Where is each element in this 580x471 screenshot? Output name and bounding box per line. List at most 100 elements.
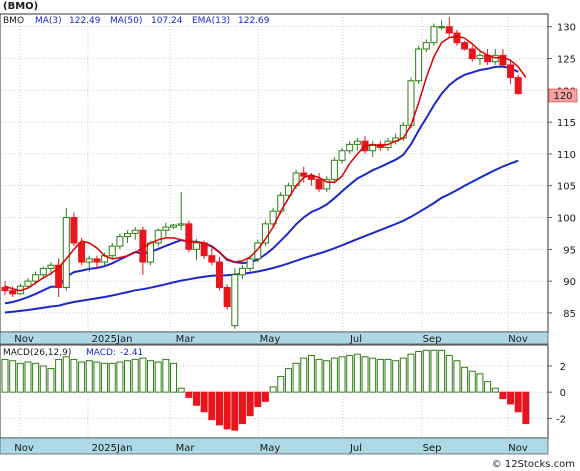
candle-body xyxy=(323,178,331,190)
macd-bar xyxy=(254,391,262,408)
candle-body xyxy=(453,32,461,44)
x-axis-label: Mar xyxy=(176,443,196,454)
candle-body xyxy=(499,54,507,66)
candle-body xyxy=(254,242,262,260)
macd-x-axis: Nov 2025Jan Mar May Jul Sep Nov xyxy=(14,443,528,454)
candle-body xyxy=(468,48,476,60)
candle-body xyxy=(307,175,315,180)
macd-bar xyxy=(292,362,300,393)
x-axis-label: Jul xyxy=(349,443,362,454)
macd-bar xyxy=(399,357,407,393)
macd-bar xyxy=(238,391,246,425)
macd-bar xyxy=(453,360,461,393)
macd-bar xyxy=(499,391,507,400)
candle-body xyxy=(415,48,423,82)
candle-body xyxy=(514,77,522,94)
chart-title: (BMO) xyxy=(3,1,38,12)
candle-body xyxy=(353,140,361,145)
x-axis-label: Nov xyxy=(14,334,34,345)
candle-body xyxy=(24,280,32,287)
x-axis-label: Sep xyxy=(423,334,442,345)
candle-body xyxy=(269,210,277,225)
macd-bar xyxy=(476,373,484,393)
price-y-tick-label: 100 xyxy=(557,214,576,225)
macd-bar xyxy=(147,360,155,393)
macd-bar xyxy=(177,387,185,393)
macd-bar xyxy=(392,360,400,393)
price-y-tick-label: 125 xyxy=(557,55,576,66)
macd-bar xyxy=(507,391,515,405)
macd-bar xyxy=(93,361,101,393)
legend-ma3-label: MA(3) xyxy=(35,16,62,26)
macd-bar xyxy=(231,391,239,431)
candle-body xyxy=(93,258,101,263)
macd-bar xyxy=(315,358,323,393)
candle-body xyxy=(430,26,438,44)
macd-y-tick-label: -2 xyxy=(556,414,566,425)
ma50-line xyxy=(4,159,519,314)
macd-bar xyxy=(193,391,200,406)
macd-y-tick-label: 0 xyxy=(560,388,566,399)
macd-bar xyxy=(269,386,277,393)
price-y-tick-label: 95 xyxy=(563,245,576,256)
candle-body xyxy=(445,26,453,34)
macd-y-tick-label: 2 xyxy=(560,362,566,373)
macd-bar xyxy=(346,354,354,393)
candle-body xyxy=(193,242,200,250)
macd-value: -2.41 xyxy=(120,348,143,358)
macd-bar xyxy=(438,349,446,393)
candle-body xyxy=(422,42,430,50)
x-axis-label: Sep xyxy=(423,443,442,454)
macd-bar xyxy=(24,361,32,393)
ticker-label: BMO xyxy=(3,16,24,26)
candle-body xyxy=(185,223,193,250)
macd-bar xyxy=(1,358,9,393)
macd-bar xyxy=(101,362,109,393)
svg-text:120: 120 xyxy=(553,91,572,102)
macd-bar xyxy=(430,349,438,393)
macd-x-axis-bar xyxy=(0,437,549,455)
macd-bar xyxy=(70,358,78,393)
legend-ema13-label: EMA(13) xyxy=(192,16,230,26)
candle-body xyxy=(507,64,515,79)
ma3-path xyxy=(4,35,527,292)
macd-bar xyxy=(361,356,369,393)
macd-bar xyxy=(491,387,499,393)
candle-body xyxy=(246,258,254,269)
macd-bar xyxy=(376,358,384,393)
macd-bar xyxy=(131,358,139,393)
macd-bar xyxy=(307,354,315,393)
x-axis-label: Jul xyxy=(349,334,362,345)
candle-body xyxy=(55,264,63,288)
x-axis-label: May xyxy=(260,334,281,345)
macd-bar xyxy=(185,391,193,398)
macd-bar xyxy=(154,361,162,393)
macd-bar xyxy=(261,391,269,402)
price-y-tick-label: 115 xyxy=(557,118,576,129)
price-x-axis: Nov 2025Jan Mar May Jul Sep Nov xyxy=(14,334,528,345)
x-axis-label: 2025Jan xyxy=(92,443,133,454)
ema13-line xyxy=(4,65,519,305)
macd-bar xyxy=(200,391,208,413)
candle-body xyxy=(338,150,346,161)
macd-title: MACD(26,12,9) xyxy=(3,348,71,358)
candle-body xyxy=(131,229,139,234)
candle-body xyxy=(85,258,93,263)
macd-bar xyxy=(277,375,285,393)
candle-body xyxy=(39,267,47,276)
x-axis-label: May xyxy=(260,443,281,454)
candle-body xyxy=(9,290,17,295)
ma50-path xyxy=(4,159,519,314)
candle-body xyxy=(170,224,178,228)
macd-bar xyxy=(78,361,86,393)
legend-ma3-value: 122.49 xyxy=(69,16,101,26)
macd-bar xyxy=(246,391,254,417)
macd-bar xyxy=(484,381,492,393)
candle-body xyxy=(62,217,70,288)
macd-bar xyxy=(108,362,116,393)
ma3-line xyxy=(4,35,527,292)
price-y-tick-label: 110 xyxy=(557,150,576,161)
candle-body xyxy=(300,172,308,177)
candle-body xyxy=(315,178,323,190)
